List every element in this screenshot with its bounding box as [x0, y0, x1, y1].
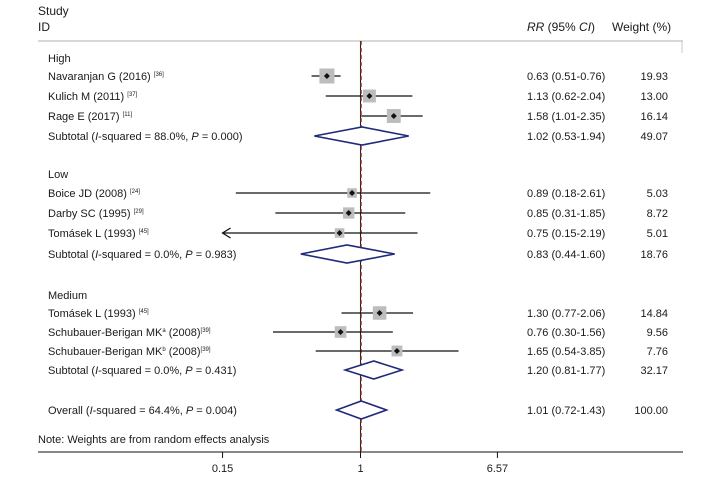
- point-estimate: [366, 93, 373, 99]
- subtotal-label: Subtotal (I-squared = 88.0%, P = 0.000): [48, 131, 243, 143]
- subtotal-label: Subtotal (I-squared = 0.0%, P = 0.983): [48, 249, 236, 261]
- study-rr-ci: 1.65 (0.54-3.85): [527, 346, 605, 358]
- point-estimate: [349, 190, 356, 196]
- ci-arrow-left: [221, 227, 231, 239]
- study-rr-ci: 0.89 (0.18-2.61): [527, 188, 605, 200]
- overall-diamond: [334, 400, 389, 420]
- subtotal-weight: 49.07: [640, 131, 668, 143]
- header-study-label: Study: [38, 4, 69, 18]
- group-heading: High: [48, 53, 71, 65]
- study-weight: 9.56: [647, 327, 668, 339]
- weights-note: Note: Weights are from random effects an…: [38, 434, 270, 446]
- group-heading: Medium: [48, 290, 87, 302]
- study-label: Navaranjan G (2016) [36]: [48, 71, 164, 83]
- header-weight-label: Weight (%): [612, 20, 671, 34]
- study-label: Rage E (2017) [11]: [48, 111, 133, 123]
- study-rr-ci: 1.13 (0.62-2.04): [527, 91, 605, 103]
- overall-rr-ci: 1.01 (0.72-1.43): [527, 405, 605, 417]
- study-rr-ci: 0.76 (0.30-1.56): [527, 327, 605, 339]
- plot-marks: [221, 41, 459, 452]
- study-rr-ci: 1.30 (0.77-2.06): [527, 308, 605, 320]
- subtotal-weight: 32.17: [640, 365, 668, 377]
- overall-weight: 100.00: [634, 405, 668, 417]
- study-weight: 14.84: [640, 308, 668, 320]
- study-label: Tomásek L (1993) [45]: [48, 308, 149, 320]
- point-estimate: [345, 210, 352, 216]
- point-estimate: [390, 113, 397, 119]
- subtotal-diamond: [314, 126, 409, 146]
- x-tick-label: 1: [357, 463, 363, 475]
- study-weight: 5.01: [647, 228, 668, 240]
- overall-label: Overall (I-squared = 64.4%, P = 0.004): [48, 405, 237, 417]
- study-weight: 19.93: [640, 71, 668, 83]
- x-axis: 0.15 1 6.57: [38, 451, 683, 475]
- point-estimate: [337, 329, 344, 335]
- point-estimate: [393, 348, 400, 354]
- subtotal-label: Subtotal (I-squared = 0.0%, P = 0.431): [48, 365, 236, 377]
- study-label: Kulich M (2011) [37]: [48, 91, 138, 103]
- subtotal-weight: 18.76: [640, 249, 668, 261]
- study-rr-ci: 0.75 (0.15-2.19): [527, 228, 605, 240]
- study-rr-ci: 0.63 (0.51-0.76): [527, 71, 605, 83]
- study-rr-ci: 0.85 (0.31-1.85): [527, 208, 605, 220]
- study-weight: 8.72: [647, 208, 668, 220]
- study-label: Schubauer-Berigan MKb (2008)[39]: [48, 346, 211, 358]
- study-weight: 5.03: [647, 188, 668, 200]
- study-label: Tomásek L (1993) [45]: [48, 228, 149, 240]
- study-label: Schubauer-Berigan MKa (2008)[39]: [48, 327, 211, 339]
- study-label: Boice JD (2008) [24]: [48, 188, 140, 200]
- header-id-label: ID: [38, 20, 50, 34]
- subtotal-diamond: [300, 244, 395, 264]
- subtotal-diamond: [342, 360, 405, 380]
- row-labels: High Navaranjan G (2016) [36] 0.63 (0.51-0…: [48, 53, 668, 417]
- header-rr-label: RR (95% CI): [527, 20, 595, 34]
- group-heading: Low: [48, 169, 68, 181]
- point-estimate: [323, 73, 330, 79]
- x-tick-label: 0.15: [212, 463, 233, 475]
- point-estimate: [376, 310, 383, 316]
- subtotal-rr-ci: 1.02 (0.53-1.94): [527, 131, 605, 143]
- subtotal-rr-ci: 0.83 (0.44-1.60): [527, 249, 605, 261]
- study-weight: 7.76: [647, 346, 668, 358]
- study-weight: 13.00: [640, 91, 668, 103]
- point-estimate: [336, 230, 343, 236]
- x-tick-label: 6.57: [487, 463, 508, 475]
- study-rr-ci: 1.58 (1.01-2.35): [527, 111, 605, 123]
- study-label: Darby SC (1995) [29]: [48, 208, 144, 220]
- study-weight: 16.14: [640, 111, 668, 123]
- subtotal-rr-ci: 1.20 (0.81-1.77): [527, 365, 605, 377]
